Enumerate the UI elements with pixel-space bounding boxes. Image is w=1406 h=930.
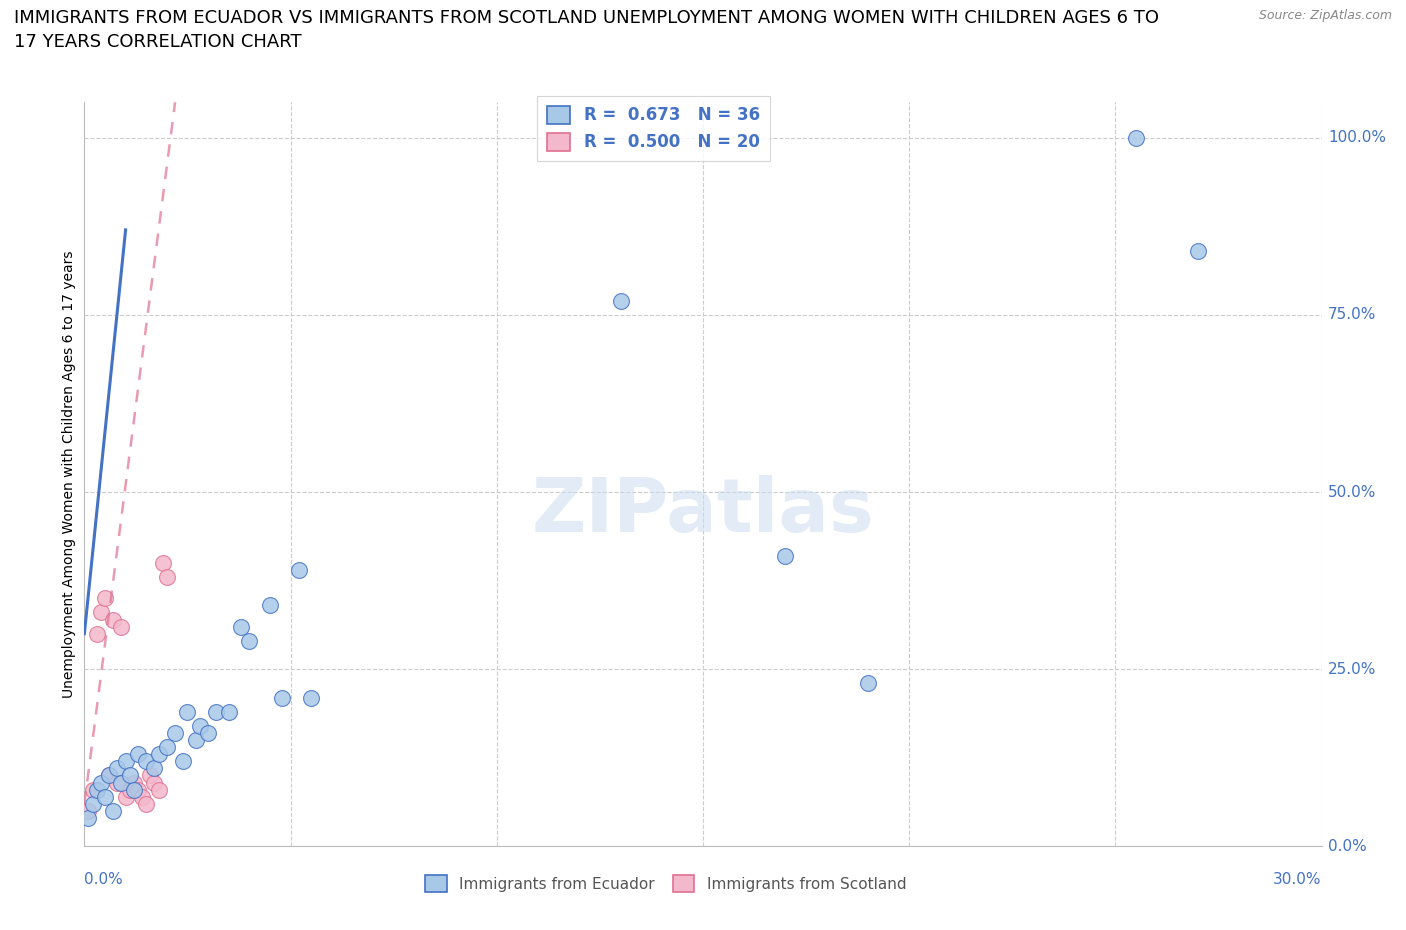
- Text: 25.0%: 25.0%: [1327, 661, 1376, 677]
- Point: [98, 768, 121, 783]
- Point: [271, 690, 294, 705]
- Point: [114, 790, 136, 804]
- Point: [184, 733, 207, 748]
- Point: [143, 775, 166, 790]
- Point: [135, 796, 157, 811]
- Point: [86, 782, 108, 797]
- Text: 75.0%: 75.0%: [1327, 308, 1376, 323]
- Point: [94, 790, 117, 804]
- Point: [139, 768, 162, 783]
- Point: [148, 782, 170, 797]
- Text: IMMIGRANTS FROM ECUADOR VS IMMIGRANTS FROM SCOTLAND UNEMPLOYMENT AMONG WOMEN WIT: IMMIGRANTS FROM ECUADOR VS IMMIGRANTS FR…: [14, 9, 1159, 51]
- Legend: Immigrants from Ecuador, Immigrants from Scotland: Immigrants from Ecuador, Immigrants from…: [419, 870, 912, 898]
- Point: [122, 775, 145, 790]
- Point: [90, 775, 112, 790]
- Point: [1125, 130, 1147, 145]
- Point: [77, 811, 100, 826]
- Point: [188, 718, 211, 733]
- Point: [775, 549, 797, 564]
- Point: [172, 754, 194, 769]
- Point: [94, 591, 117, 605]
- Point: [148, 747, 170, 762]
- Text: 0.0%: 0.0%: [1327, 839, 1367, 854]
- Text: ZIPatlas: ZIPatlas: [531, 475, 875, 548]
- Y-axis label: Unemployment Among Women with Children Ages 6 to 17 years: Unemployment Among Women with Children A…: [62, 250, 76, 698]
- Point: [259, 598, 281, 613]
- Text: 100.0%: 100.0%: [1327, 130, 1386, 145]
- Point: [110, 619, 132, 634]
- Point: [105, 761, 128, 776]
- Point: [103, 612, 125, 627]
- Point: [110, 775, 132, 790]
- Point: [98, 768, 121, 783]
- Point: [609, 293, 631, 308]
- Point: [205, 704, 228, 719]
- Point: [118, 768, 141, 783]
- Point: [197, 725, 219, 740]
- Point: [90, 605, 112, 620]
- Point: [856, 676, 879, 691]
- Point: [127, 782, 149, 797]
- Point: [299, 690, 322, 705]
- Point: [152, 555, 174, 570]
- Point: [77, 804, 100, 818]
- Point: [156, 739, 179, 754]
- Point: [288, 563, 311, 578]
- Text: 30.0%: 30.0%: [1274, 872, 1322, 887]
- Point: [165, 725, 187, 740]
- Point: [114, 754, 136, 769]
- Point: [131, 790, 153, 804]
- Point: [105, 775, 128, 790]
- Point: [229, 619, 252, 634]
- Point: [143, 761, 166, 776]
- Point: [118, 782, 141, 797]
- Point: [238, 633, 260, 648]
- Text: 50.0%: 50.0%: [1327, 485, 1376, 499]
- Point: [82, 782, 104, 797]
- Point: [1187, 244, 1209, 259]
- Point: [156, 569, 179, 584]
- Point: [86, 626, 108, 641]
- Point: [135, 754, 157, 769]
- Point: [103, 804, 125, 818]
- Point: [82, 796, 104, 811]
- Text: 0.0%: 0.0%: [84, 872, 124, 887]
- Point: [218, 704, 240, 719]
- Point: [122, 782, 145, 797]
- Point: [127, 747, 149, 762]
- Text: Source: ZipAtlas.com: Source: ZipAtlas.com: [1258, 9, 1392, 22]
- Point: [176, 704, 198, 719]
